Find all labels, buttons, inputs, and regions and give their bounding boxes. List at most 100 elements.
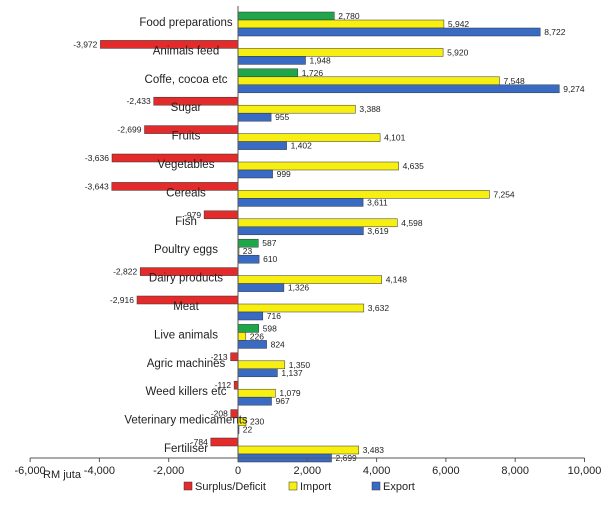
bar-import	[237, 104, 356, 114]
value-label-import: 7,548	[504, 76, 526, 86]
value-label-import: 230	[250, 417, 264, 427]
value-label-import: 4,148	[386, 275, 408, 285]
category-label: Veterinary medicaments	[124, 415, 248, 427]
legend-label: Surplus/Deficit	[195, 481, 266, 493]
x-tick-label: -2,000	[153, 465, 184, 477]
legend-swatch	[371, 481, 381, 491]
bar-export	[237, 283, 285, 292]
category-label: Coffe, cocoa etc	[145, 74, 228, 86]
bar-surplus	[230, 352, 239, 362]
value-label-import: 1,350	[289, 360, 311, 370]
bar-export	[237, 141, 287, 150]
value-label-surplus: -979	[184, 210, 201, 220]
value-label-surplus: -208	[211, 409, 228, 419]
x-tick-label: 4,000	[363, 465, 391, 477]
legend-swatch	[288, 481, 298, 491]
category-label: Live animals	[154, 329, 218, 341]
value-label-import: 3,632	[368, 303, 390, 313]
bar-export	[237, 198, 364, 207]
value-label-export: 22	[243, 425, 253, 435]
value-label-import: 4,598	[401, 218, 423, 228]
x-tick-label: 10,000	[568, 465, 602, 477]
bar-surplus	[210, 437, 239, 447]
x-tick-label: 8,000	[501, 465, 529, 477]
bar-surplus	[233, 380, 239, 390]
value-label-export: 999	[277, 169, 291, 179]
category-label: Agric machines	[147, 358, 226, 370]
bar-export	[237, 368, 278, 378]
value-label-import: 5,942	[448, 19, 470, 29]
value-label-surplus: -3,972	[73, 39, 97, 49]
value-label-export: 967	[276, 396, 290, 406]
x-tick-label: -6,000	[14, 465, 45, 477]
value-label-export: 3,619	[367, 226, 389, 236]
category-label: Fish	[175, 216, 197, 228]
value-label-surplus: -3,636	[85, 153, 109, 163]
bar-import	[237, 303, 365, 313]
x-tick-label: 6,000	[432, 465, 460, 477]
value-label-import: 7,254	[493, 189, 515, 199]
bar-export	[237, 226, 364, 236]
value-label-import: 5,920	[447, 47, 469, 57]
bar-surplus	[237, 68, 299, 78]
category-label: Weed killers etc	[146, 386, 227, 398]
value-label-import: 23	[243, 246, 253, 256]
legend-swatch	[183, 481, 193, 491]
bar-import	[237, 19, 445, 29]
category-label: Animals feed	[153, 45, 219, 57]
x-tick-label: -4,000	[84, 465, 115, 477]
value-label-export: 8,722	[544, 27, 566, 37]
category-labels-layer: Food preparations Animals feed Coffe, coco…	[124, 17, 248, 455]
value-label-import: 3,483	[363, 445, 385, 455]
legend: Surplus/Deficit Import Export	[183, 481, 415, 493]
value-label-export: 955	[275, 112, 289, 122]
category-label: Cereals	[166, 187, 206, 199]
value-label-export: 716	[267, 311, 281, 321]
value-label-surplus: 598	[263, 323, 277, 333]
category-label: Food preparations	[139, 17, 233, 29]
category-label: Meat	[173, 301, 199, 313]
value-label-surplus: -2,916	[110, 295, 134, 305]
value-label-import: 226	[250, 331, 264, 341]
category-label: Dairy products	[149, 273, 223, 285]
value-label-import: 1,079	[279, 388, 301, 398]
x-axis-label: RM juta	[43, 469, 82, 481]
value-label-export: 3,611	[367, 197, 388, 207]
value-label-export: 1,948	[310, 55, 332, 65]
value-label-export: 1,137	[281, 368, 303, 378]
category-label: Vegetables	[158, 159, 215, 171]
value-label-surplus: -784	[191, 437, 208, 447]
x-tick-label: 0	[235, 465, 241, 477]
value-label-export: 9,274	[563, 84, 585, 94]
category-label: Fertiliser	[164, 443, 208, 455]
bar-import	[237, 76, 500, 86]
value-label-surplus: 1,726	[302, 68, 324, 78]
bar-import	[237, 48, 444, 57]
value-label-export: 1,402	[291, 141, 313, 151]
bar-import	[237, 161, 399, 171]
value-label-import: 4,635	[403, 161, 425, 171]
bar-import	[237, 190, 490, 199]
value-label-surplus: 587	[262, 238, 276, 248]
value-label-export: 1,326	[288, 283, 310, 293]
bar-import	[237, 388, 276, 398]
value-label-surplus: -2,699	[117, 125, 141, 135]
bar-import	[237, 275, 382, 284]
bar-import	[237, 332, 247, 341]
bar-export	[237, 112, 272, 122]
value-label-surplus: -213	[211, 352, 228, 362]
x-tick-label: 2,000	[294, 465, 322, 477]
bar-export	[237, 169, 273, 179]
bar-import	[237, 360, 286, 370]
value-label-import: 4,101	[384, 133, 406, 143]
bar-export	[237, 396, 272, 406]
category-label: Poultry eggs	[154, 244, 218, 256]
value-label-surplus: 2,780	[338, 11, 360, 21]
bar-export	[237, 311, 264, 321]
x-axis-ticks: -6,000 -4,000 -2,000 0 2,000 4,000 6,000 8,000 1…	[14, 458, 601, 477]
bar-export	[237, 27, 541, 37]
bar-export	[237, 254, 260, 264]
bar-export	[237, 84, 560, 94]
value-label-export: 610	[263, 254, 277, 264]
